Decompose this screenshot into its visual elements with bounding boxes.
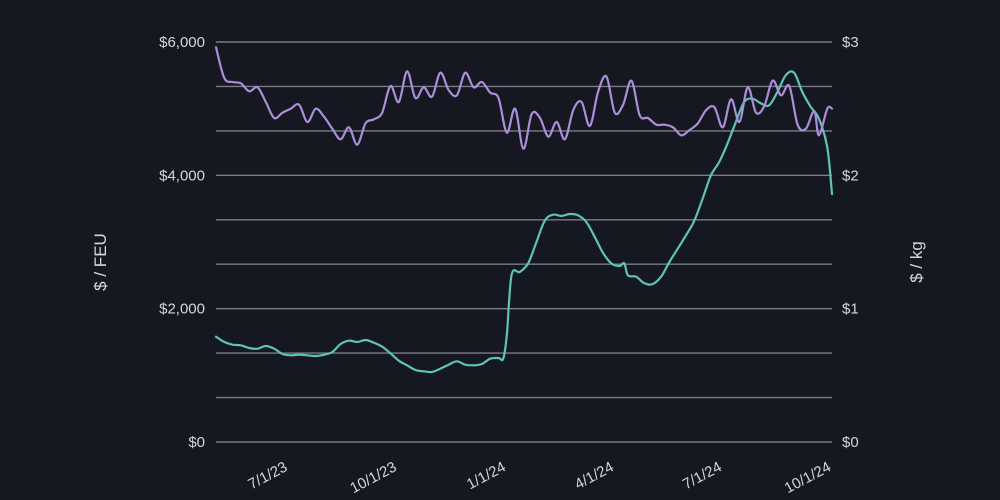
x-tick-label: 7/1/23 — [245, 459, 290, 494]
gridlines — [216, 41, 832, 443]
left-tick-label: $6,000 — [159, 34, 205, 51]
left-axis-ticks: $0 $2,000 $4,000 $6,000 — [159, 34, 205, 451]
x-tick-label: 1/1/24 — [464, 459, 509, 494]
right-tick-label: $0 — [842, 434, 859, 451]
right-tick-label: $2 — [842, 167, 859, 184]
left-tick-label: $4,000 — [159, 167, 205, 184]
left-axis-title: $ / FEU — [91, 233, 110, 291]
right-axis-title: $ / kg — [907, 241, 926, 283]
x-tick-label: 10/1/24 — [782, 459, 834, 498]
right-axis-ticks: $0 $1 $2 $3 — [842, 34, 859, 451]
series-line-left-axis — [214, 70, 834, 374]
right-tick-label: $1 — [842, 301, 859, 318]
series-line-right-axis — [214, 46, 834, 150]
left-tick-label: $0 — [188, 434, 205, 451]
series-lines — [214, 46, 834, 374]
right-tick-label: $3 — [842, 34, 859, 51]
x-tick-label: 7/1/24 — [680, 459, 725, 494]
x-tick-label: 4/1/24 — [572, 459, 617, 494]
left-tick-label: $2,000 — [159, 301, 205, 318]
x-tick-label: 10/1/23 — [347, 459, 399, 498]
x-axis-ticks: 7/1/23 10/1/23 1/1/24 4/1/24 7/1/24 10/1/24 — [245, 459, 833, 498]
